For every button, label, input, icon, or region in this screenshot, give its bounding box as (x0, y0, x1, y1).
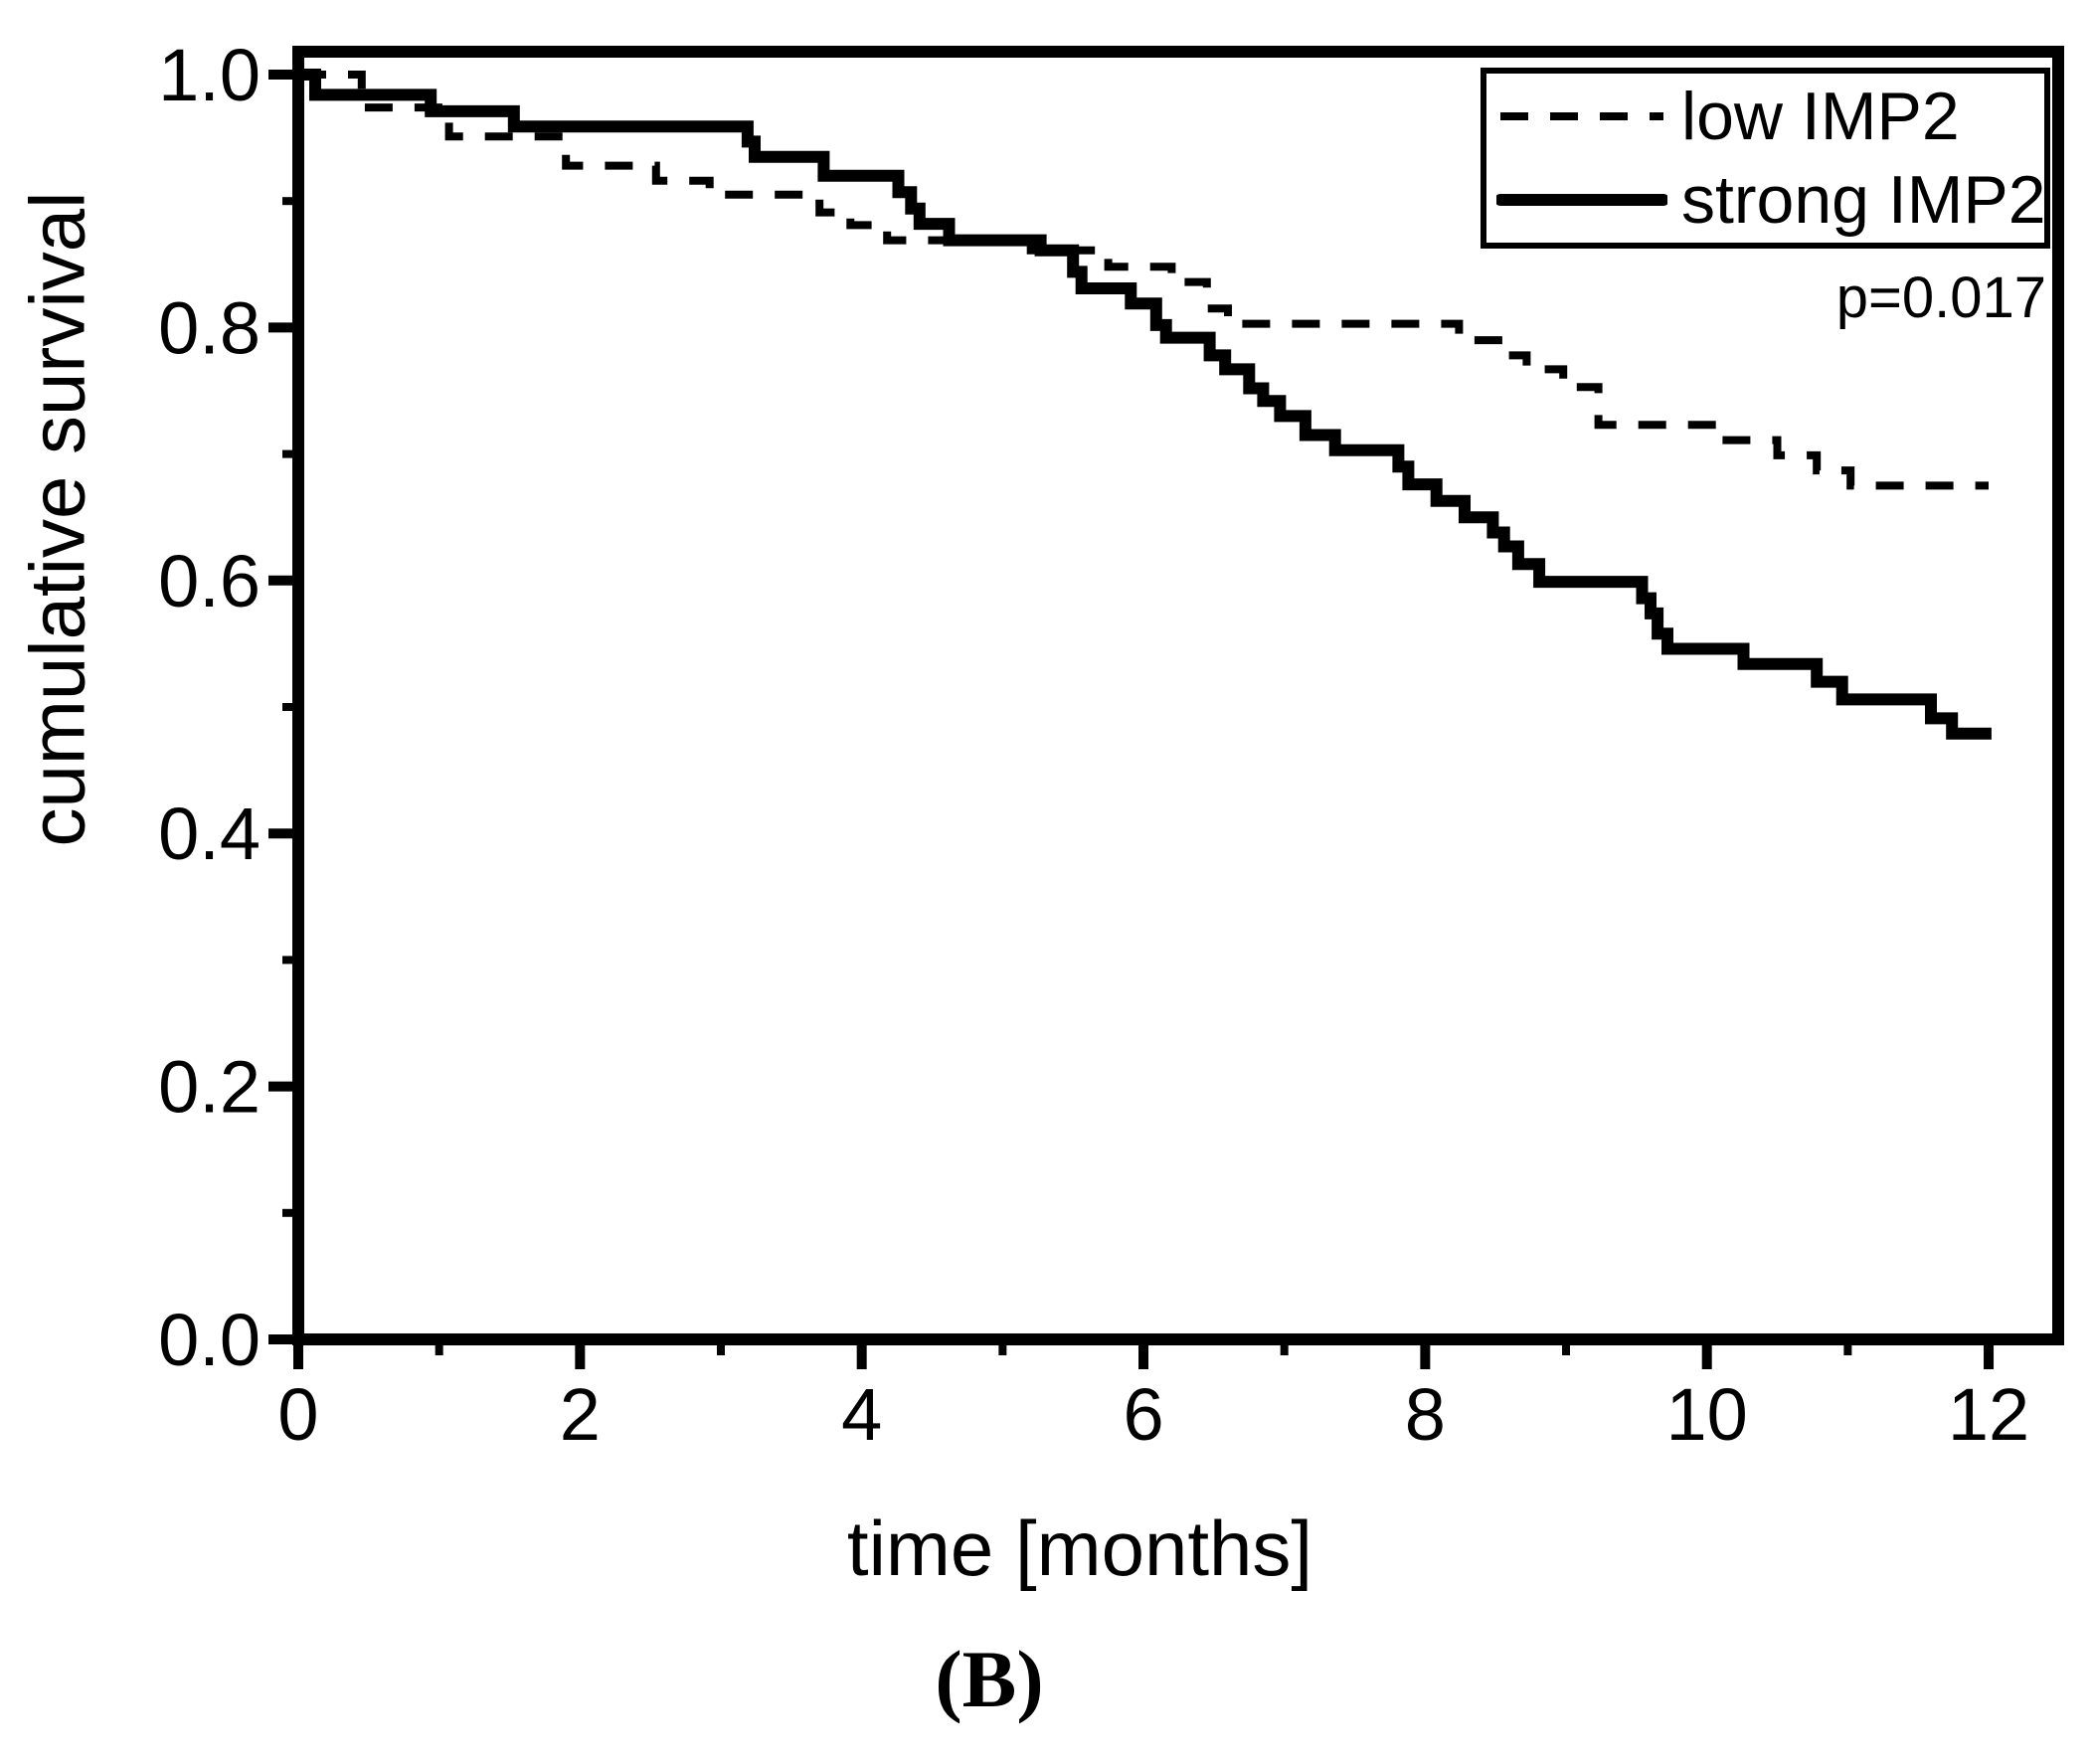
y-tick-label: 0.0 (158, 1299, 261, 1381)
y-tick-label: 0.4 (158, 793, 261, 875)
x-tick-label: 8 (1405, 1373, 1446, 1456)
x-tick-label: 0 (277, 1373, 318, 1456)
series-strong-imp2-curve (298, 69, 1992, 740)
x-tick-label: 6 (1123, 1373, 1163, 1456)
y-tick-label: 0.8 (158, 286, 261, 369)
legend-label-strong-imp2: strong IMP2 (1681, 161, 2046, 238)
x-tick-label: 2 (560, 1373, 601, 1456)
solid-line-sample-icon (1496, 193, 1667, 206)
legend-box: low IMP2 strong IMP2 (1481, 68, 2050, 249)
p-value-annotation: p=0.017 (1835, 265, 2046, 330)
y-tick-label: 0.6 (158, 540, 261, 622)
legend-row-low-imp2: low IMP2 (1496, 77, 2044, 156)
dashed-line-sample-icon (1500, 112, 1663, 121)
x-tick-label: 10 (1666, 1373, 1748, 1456)
panel-label: (B) (935, 1634, 1044, 1724)
y-tick-label: 0.2 (158, 1046, 261, 1129)
y-axis-title: cumulative survival (13, 191, 101, 847)
y-tick-label: 1.0 (158, 34, 261, 116)
legend-label-low-imp2: low IMP2 (1681, 79, 1960, 155)
x-tick-label: 12 (1948, 1373, 2029, 1456)
legend-row-strong-imp2: strong IMP2 (1496, 160, 2046, 240)
x-axis-title: time [months] (846, 1504, 1313, 1592)
series-low-imp2-curve (298, 71, 1989, 490)
x-tick-label: 4 (841, 1373, 882, 1456)
plot-border (292, 46, 2064, 1345)
